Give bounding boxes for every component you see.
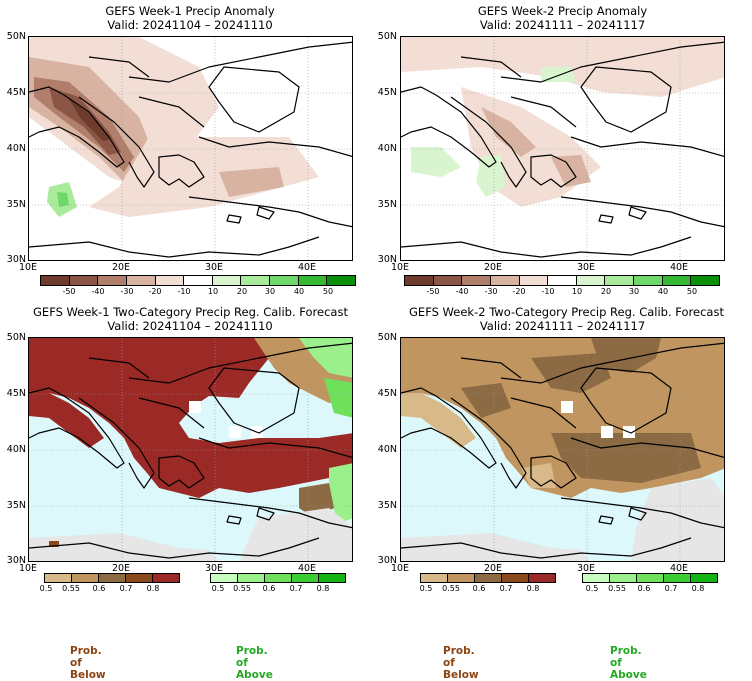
below-colorbar: 0.5 0.55 0.6 0.7 0.8: [40, 573, 180, 603]
lat-label: 40N: [377, 444, 397, 455]
colorbar-tick: -30: [120, 287, 134, 296]
lat-label: 35N: [6, 500, 26, 511]
colorbar-tick: 0.8: [691, 584, 705, 593]
lat-label: 45N: [6, 87, 26, 98]
colorbar-tick: 50: [322, 287, 334, 296]
colorbar-tick: 50: [686, 287, 698, 296]
colorbar-tick: 20: [236, 287, 248, 296]
prob-below-label: Prob. of Below: [70, 645, 106, 681]
anomaly-map: [400, 36, 725, 261]
lon-label: 30E: [576, 262, 596, 273]
lon-label: 20E: [483, 262, 503, 273]
above-colorbar: 0.5 0.55 0.6 0.7 0.8: [210, 573, 346, 603]
colorbar-tick: 0.6: [637, 584, 651, 593]
colorbar-tick: 0.7: [664, 584, 678, 593]
lat-label: 50N: [377, 31, 397, 42]
prob-above-label: Prob. of Above: [236, 645, 273, 681]
lat-label: 40N: [6, 444, 26, 455]
lon-label: 20E: [111, 262, 131, 273]
lon-label: 10E: [18, 563, 38, 574]
lon-label: 10E: [18, 262, 38, 273]
lon-label: 40E: [297, 262, 317, 273]
colorbar-tick: -30: [484, 287, 498, 296]
prob-above-label: Prob. of Above: [610, 645, 647, 681]
colorbar-tick: -20: [512, 287, 526, 296]
colorbar-tick: 0.5: [419, 584, 433, 593]
colorbar-tick: -10: [177, 287, 191, 296]
probability-map: [400, 337, 725, 562]
colorbar-tick: 30: [628, 287, 640, 296]
panel-title: GEFS Week-1 Precip Anomaly: [105, 4, 275, 18]
panel-valid-dates: Valid: 20241104 – 20241110: [107, 319, 273, 333]
colorbar-tick: 0.8: [146, 584, 160, 593]
colorbar-tick: 0.5: [39, 584, 53, 593]
panel-title: GEFS Week-1 Two-Category Precip Reg. Cal…: [33, 305, 348, 319]
colorbar-tick: 0.5: [585, 584, 599, 593]
lon-label: 30E: [204, 563, 224, 574]
colorbar-tick: 0.7: [499, 584, 513, 593]
prob-below-label: Prob. of Below: [443, 645, 479, 681]
lat-label: 30N: [6, 254, 26, 265]
panel-valid-dates: Valid: 20241111 – 20241117: [479, 319, 646, 333]
lat-label: 45N: [377, 87, 397, 98]
lon-label: 10E: [390, 563, 410, 574]
lon-label: 30E: [576, 563, 596, 574]
panel-valid-dates: Valid: 20241111 – 20241117: [479, 18, 646, 32]
probability-map: [28, 337, 353, 562]
lat-label: 35N: [6, 199, 26, 210]
lat-label: 50N: [6, 31, 26, 42]
lon-label: 30E: [204, 262, 224, 273]
lon-label: 40E: [669, 563, 689, 574]
colorbar-tick: 0.55: [442, 584, 460, 593]
lat-label: 50N: [6, 332, 26, 343]
lon-label: 40E: [297, 563, 317, 574]
colorbar-tick: 0.55: [62, 584, 80, 593]
colorbar-tick: 40: [293, 287, 305, 296]
lon-label: 20E: [111, 563, 131, 574]
lon-label: 20E: [483, 563, 503, 574]
colorbar-tick: 10: [571, 287, 583, 296]
lat-label: 35N: [377, 500, 397, 511]
colorbar-tick: 0.55: [608, 584, 626, 593]
colorbar-tick: -50: [426, 287, 440, 296]
below-colorbar: 0.5 0.55 0.6 0.7 0.8: [420, 573, 556, 603]
colorbar-tick: -20: [148, 287, 162, 296]
colorbar-tick: 10: [207, 287, 219, 296]
panel-title: GEFS Week-2 Precip Anomaly: [477, 4, 648, 18]
colorbar-tick: 0.7: [289, 584, 303, 593]
colorbar-tick: 0.7: [119, 584, 133, 593]
lat-label: 50N: [377, 332, 397, 343]
colorbar-tick: 0.5: [211, 584, 225, 593]
colorbar-tick: 0.6: [92, 584, 106, 593]
lon-label: 40E: [669, 262, 689, 273]
colorbar-tick: 40: [657, 287, 669, 296]
colorbar-tick: 0.8: [526, 584, 540, 593]
colorbar-tick: 0.55: [233, 584, 251, 593]
lat-label: 30N: [6, 555, 26, 566]
colorbar-tick: -10: [541, 287, 555, 296]
lat-label: 30N: [377, 254, 397, 265]
lat-label: 40N: [6, 143, 26, 154]
colorbar-tick: 0.8: [316, 584, 330, 593]
colorbar-tick: -40: [91, 287, 105, 296]
above-colorbar: 0.5 0.55 0.6 0.7 0.8: [582, 573, 718, 603]
lat-label: 35N: [377, 199, 397, 210]
lat-label: 45N: [377, 388, 397, 399]
colorbar-tick: 30: [264, 287, 276, 296]
colorbar-tick: 0.6: [472, 584, 486, 593]
colorbar-tick: -50: [62, 287, 76, 296]
panel-title: GEFS Week-2 Two-Category Precip Reg. Cal…: [409, 305, 724, 319]
anomaly-map: [28, 36, 353, 261]
lat-label: 40N: [377, 143, 397, 154]
colorbar-tick: 20: [600, 287, 612, 296]
lat-label: 30N: [377, 555, 397, 566]
colorbar-tick: 0.6: [262, 584, 276, 593]
panel-valid-dates: Valid: 20241104 – 20241110: [107, 18, 273, 32]
anomaly-colorbar: -50 -40 -30 -20 -10 10 20 30 40 50: [404, 275, 720, 305]
anomaly-colorbar: -50 -40 -30 -20 -10 10 20 30 40 50: [40, 275, 356, 305]
lat-label: 45N: [6, 388, 26, 399]
lon-label: 10E: [390, 262, 410, 273]
colorbar-tick: -40: [455, 287, 469, 296]
